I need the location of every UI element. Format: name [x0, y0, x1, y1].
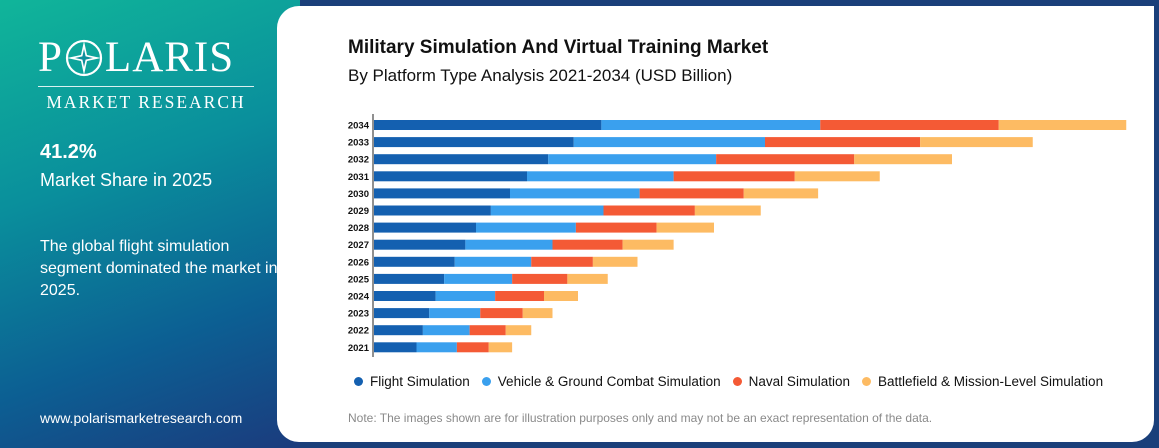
bar-segment-2023-series-3: [522, 308, 553, 319]
chart-subtitle: By Platform Type Analysis 2021-2034 (USD…: [348, 66, 733, 85]
bar-segment-2029-series-3: [694, 205, 761, 216]
legend-label: Naval Simulation: [748, 374, 850, 389]
bar-segment-2030-series-3: [743, 188, 819, 199]
bar-segment-2024-series-0: [374, 291, 436, 301]
bar-segment-2027-series-1: [465, 239, 553, 250]
bar-segment-2024-series-1: [435, 291, 496, 301]
legend-label: Vehicle & Ground Combat Simulation: [497, 374, 721, 389]
bar-segment-2030-series-2: [639, 188, 744, 199]
y-tick-label: 2031: [348, 172, 370, 183]
bar-segment-2029-series-0: [374, 205, 491, 216]
compass-star-icon: [65, 39, 103, 77]
bar-segment-2027-series-2: [552, 239, 623, 250]
y-tick-label: 2025: [348, 274, 370, 285]
y-tick-label: 2026: [348, 257, 369, 268]
illustration-note: Note: The images shown are for illustrat…: [348, 411, 933, 425]
legend-item-battlefield: Battlefield & Mission-Level Simulation: [861, 374, 1104, 389]
y-tick-label: 2028: [348, 223, 369, 234]
bar-segment-2031-series-2: [673, 171, 795, 182]
y-tick-label: 2033: [348, 138, 369, 149]
bar-segment-2032-series-1: [548, 154, 717, 165]
bar-segment-2025-series-0: [374, 273, 445, 284]
bar-segment-2021-series-1: [416, 342, 457, 353]
y-tick-label: 2021: [348, 343, 370, 354]
y-tick-label: 2032: [348, 155, 369, 166]
stacked-bar-chart: 2034 2033 2032 2031 2030 2029 2028 2027 2026 2025…: [348, 114, 1127, 357]
bar-segment-2027-series-3: [622, 239, 674, 250]
bar-segment-2028-series-2: [575, 222, 657, 233]
logo-divider: [38, 86, 254, 87]
bar-segment-2026-series-2: [531, 256, 593, 267]
bar-segment-2026-series-1: [454, 256, 532, 267]
bar-segment-2024-series-2: [495, 291, 544, 301]
market-share-value: 41.2%: [40, 141, 97, 163]
legend-label: Battlefield & Mission-Level Simulation: [877, 374, 1104, 389]
bar-segment-2030-series-1: [510, 188, 640, 199]
y-tick-label: 2030: [348, 189, 369, 200]
bar-segment-2025-series-3: [567, 273, 608, 284]
bar-segment-2031-series-1: [527, 171, 674, 182]
bar-segment-2034-series-1: [601, 120, 821, 130]
bar-segment-2034-series-0: [374, 120, 602, 130]
bar-segment-2028-series-1: [476, 222, 576, 233]
bar-segment-2026-series-0: [374, 256, 455, 267]
sidebar: P LARIS MARKET RESEARCH 41.2% Market Sha…: [0, 0, 300, 448]
bar-segment-2025-series-1: [444, 273, 513, 284]
bar-segment-2027-series-0: [374, 239, 466, 250]
legend-dot-icon: [354, 377, 363, 386]
chart-legend: Flight Simulation Vehicle & Ground Comba…: [354, 374, 1115, 389]
logo-subtitle: MARKET RESEARCH: [46, 92, 246, 112]
bar-segment-2023-series-1: [429, 308, 481, 319]
y-tick-label: 2027: [348, 240, 369, 251]
y-tick-label: 2023: [348, 309, 369, 320]
bar-segment-2021-series-0: [374, 342, 417, 353]
market-share-label: Market Share in 2025: [40, 170, 213, 190]
bar-segment-2023-series-2: [480, 308, 523, 319]
bar-segment-2024-series-3: [544, 291, 578, 301]
y-tick-label: 2029: [348, 206, 369, 217]
bar-segment-2034-series-2: [820, 120, 999, 130]
legend-item-vehicle: Vehicle & Ground Combat Simulation: [481, 374, 721, 389]
bar-segment-2033-series-3: [920, 137, 1033, 148]
legend-item-naval: Naval Simulation: [732, 374, 850, 389]
legend-dot-icon: [732, 377, 742, 386]
legend-label: Flight Simulation: [370, 374, 470, 389]
bar-segment-2025-series-2: [512, 273, 568, 284]
bar-segment-2028-series-0: [374, 222, 476, 233]
legend-dot-icon: [481, 377, 491, 386]
bar-segment-2028-series-3: [656, 222, 714, 233]
bar-segment-2023-series-0: [374, 308, 430, 319]
bar-segment-2031-series-3: [794, 171, 880, 182]
bar-segment-2033-series-0: [374, 137, 574, 148]
bar-segment-2032-series-0: [374, 154, 549, 165]
legend-dot-icon: [861, 377, 871, 386]
bar-segment-2022-series-0: [374, 325, 423, 336]
logo-letter-p: P: [38, 34, 63, 81]
bar-segment-2022-series-3: [505, 325, 532, 336]
bar-segment-2029-series-1: [490, 205, 604, 216]
brand-logo: P LARIS MARKET RESEARCH: [38, 36, 254, 113]
chart-title: Military Simulation And Virtual Training…: [348, 37, 769, 58]
website-link[interactable]: www.polarismarketresearch.com: [40, 410, 243, 426]
bar-segment-2021-series-3: [488, 342, 513, 353]
y-tick-label: 2034: [348, 121, 370, 132]
legend-item-flight: Flight Simulation: [354, 374, 470, 389]
bar-segment-2033-series-1: [573, 137, 765, 148]
bar-segment-2022-series-1: [422, 325, 470, 336]
segment-description: The global flight simulation segment dom…: [40, 238, 278, 299]
bar-segment-2032-series-2: [716, 154, 855, 165]
bar-segment-2021-series-2: [456, 342, 489, 353]
y-tick-label: 2024: [348, 292, 370, 303]
logo-letters-laris: LARIS: [104, 34, 235, 81]
bar-segment-2030-series-0: [374, 188, 510, 199]
bar-segment-2034-series-3: [998, 120, 1127, 130]
bar-segment-2026-series-3: [592, 256, 638, 267]
bar-segment-2029-series-2: [603, 205, 695, 216]
bar-segment-2022-series-2: [469, 325, 506, 336]
bar-segment-2032-series-3: [854, 154, 952, 165]
bar-segment-2031-series-0: [374, 171, 527, 182]
logo-wordmark: P LARIS: [38, 36, 254, 80]
bar-segment-2033-series-2: [765, 137, 921, 148]
y-tick-label: 2022: [348, 326, 369, 337]
